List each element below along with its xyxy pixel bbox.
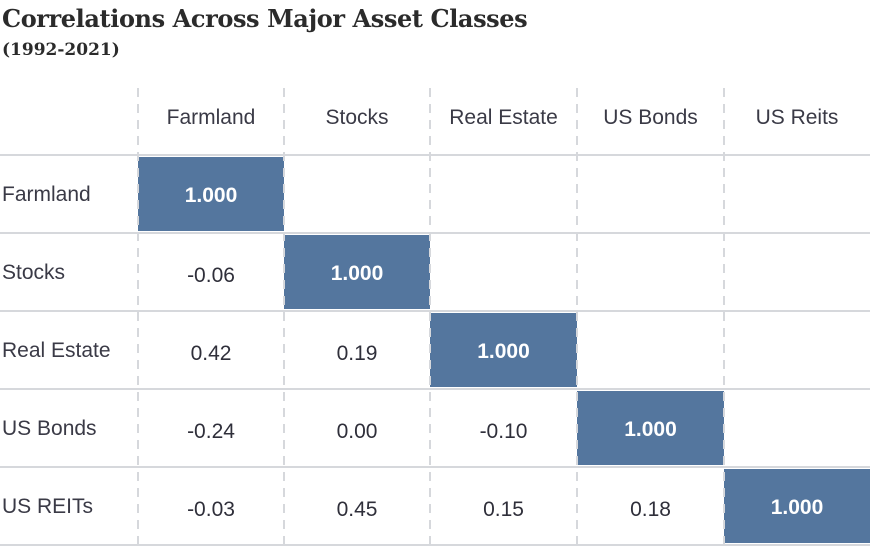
row-header: Farmland <box>2 183 91 206</box>
row-header: US Bonds <box>2 417 97 440</box>
diagonal-cell <box>284 235 430 309</box>
cell-value: 0.00 <box>337 420 378 443</box>
diagonal-value: 1.000 <box>331 262 384 285</box>
cell-value: 0.42 <box>191 342 232 365</box>
row-header: Real Estate <box>2 339 111 362</box>
column-header: US Bonds <box>603 106 698 129</box>
cell-value: -0.10 <box>480 420 528 443</box>
cell-value: 0.45 <box>337 498 378 521</box>
diagonal-value: 1.000 <box>185 184 238 207</box>
cell-value: -0.06 <box>187 264 235 287</box>
diagonal-cell <box>577 391 724 465</box>
diagonal-value: 1.000 <box>771 496 824 519</box>
chart-subtitle: (1992-2021) <box>2 40 120 60</box>
diagonal-cell <box>430 313 577 387</box>
cell-value: -0.03 <box>187 498 235 521</box>
diagonal-value: 1.000 <box>477 340 530 363</box>
diagonal-value: 1.000 <box>624 418 677 441</box>
diagonal-cell <box>138 157 284 231</box>
cell-value: 0.19 <box>337 342 378 365</box>
diagonal-cell <box>724 469 870 543</box>
cell-value: 0.15 <box>483 498 524 521</box>
column-header: Farmland <box>167 106 256 129</box>
chart-title: Correlations Across Major Asset Classes <box>2 4 528 33</box>
cell-value: -0.24 <box>187 420 235 443</box>
column-header: Stocks <box>325 106 388 129</box>
column-header: US Reits <box>756 106 839 129</box>
row-header: Stocks <box>2 261 65 284</box>
row-header: US REITs <box>2 495 93 518</box>
column-header: Real Estate <box>449 106 558 129</box>
cell-value: 0.18 <box>630 498 671 521</box>
